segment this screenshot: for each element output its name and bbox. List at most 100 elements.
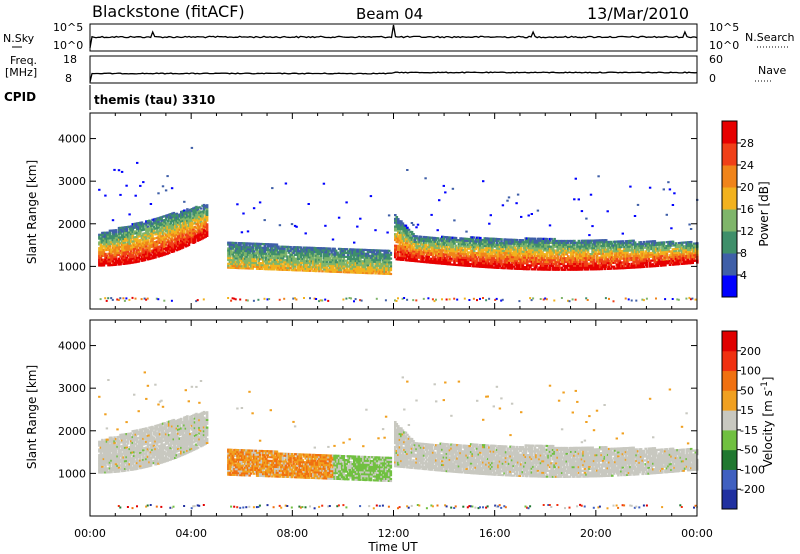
echo-cell xyxy=(146,221,150,225)
echo-cell xyxy=(242,242,245,245)
echo-cell xyxy=(174,240,177,243)
echo-cell xyxy=(105,233,109,236)
echo-cell xyxy=(409,253,412,256)
echo-cell xyxy=(386,253,389,256)
echo-cell xyxy=(459,252,462,255)
echo-cell xyxy=(398,233,402,236)
echo-cell xyxy=(387,249,391,252)
echo-cell xyxy=(169,222,172,225)
echo-cell xyxy=(472,236,476,239)
echo-cell xyxy=(428,253,432,256)
echo-cell xyxy=(158,239,162,242)
echo-cell xyxy=(339,263,342,266)
echo-cell xyxy=(166,225,169,228)
echo-cell xyxy=(166,252,169,255)
echo-cell xyxy=(246,261,250,264)
echo-cell xyxy=(394,248,397,251)
echo-cell xyxy=(372,253,376,256)
echo-cell xyxy=(397,220,400,223)
echo-cell xyxy=(284,255,288,258)
echo-cell xyxy=(143,253,147,256)
echo-cell xyxy=(237,265,241,268)
echo-cell xyxy=(134,232,138,235)
echo-cell xyxy=(255,246,259,249)
echo-cell xyxy=(204,210,207,213)
echo-cell xyxy=(175,218,179,221)
echo-cell xyxy=(453,242,456,245)
echo-cell xyxy=(351,265,355,268)
echo-cell xyxy=(350,261,353,264)
echo-cell xyxy=(98,241,101,244)
echo-cell xyxy=(125,250,128,254)
echo-cell xyxy=(149,232,153,235)
echo-cell xyxy=(136,226,139,229)
echo-cell xyxy=(167,223,171,226)
echo-cell xyxy=(383,261,386,264)
echo-cell xyxy=(99,251,103,254)
echo-cell xyxy=(296,265,300,268)
frequency-left-tick-top: 18 xyxy=(63,53,77,66)
echo-cell xyxy=(148,227,151,230)
echo-cell xyxy=(386,272,389,275)
echo-cell xyxy=(231,245,235,248)
echo-cell xyxy=(102,243,106,246)
echo-cell xyxy=(233,245,236,248)
echo-cell xyxy=(400,256,403,259)
echo-cell xyxy=(350,271,353,274)
echo-cell xyxy=(322,268,326,271)
echo-cell xyxy=(278,268,282,271)
echo-cell xyxy=(277,245,280,248)
echo-cell xyxy=(246,299,249,302)
echo-cell xyxy=(359,264,362,267)
echo-cell xyxy=(180,241,183,244)
echo-cell xyxy=(202,221,206,224)
echo-cell xyxy=(204,212,207,215)
echo-cell xyxy=(157,245,160,248)
echo-cell xyxy=(152,241,156,244)
echo-cell xyxy=(292,263,295,266)
echo-cell xyxy=(307,262,311,265)
echo-cell xyxy=(298,269,301,272)
echo-cell xyxy=(351,271,355,274)
echo-cell xyxy=(242,257,245,260)
echo-cell xyxy=(350,269,353,272)
echo-cell xyxy=(445,253,449,256)
echo-cell xyxy=(262,264,265,267)
echo-cell xyxy=(248,263,251,266)
echo-cell xyxy=(116,298,119,301)
echo-cell xyxy=(431,246,435,249)
echo-cell xyxy=(248,261,251,264)
echo-cell xyxy=(190,223,194,226)
echo-cell xyxy=(327,247,330,250)
echo-cell xyxy=(371,264,374,267)
echo-cell xyxy=(126,245,130,248)
echo-cell xyxy=(177,227,180,230)
echo-cell xyxy=(427,251,430,254)
echo-cell xyxy=(154,244,157,247)
echo-cell xyxy=(149,226,153,230)
noise-right-label: N.Search xyxy=(745,31,795,44)
echo-cell xyxy=(404,239,408,243)
echo-cell xyxy=(468,251,471,254)
echo-cell xyxy=(205,234,209,237)
echo-cell xyxy=(170,241,174,244)
echo-cell xyxy=(105,241,109,244)
echo-cell xyxy=(518,254,521,257)
echo-cell xyxy=(348,252,352,255)
echo-cell xyxy=(260,258,264,261)
echo-cell xyxy=(322,256,326,259)
echo-cell xyxy=(318,268,321,271)
echo-cell xyxy=(140,248,144,251)
echo-cell xyxy=(395,244,399,247)
echo-cell xyxy=(133,238,136,241)
echo-cell xyxy=(131,246,135,249)
echo-cell xyxy=(262,262,265,265)
echo-cell xyxy=(151,239,154,243)
echo-cell xyxy=(260,256,264,259)
echo-cell xyxy=(152,254,156,257)
echo-cell xyxy=(145,251,148,254)
echo-cell xyxy=(492,241,496,244)
echo-cell xyxy=(195,209,198,212)
echo-cell xyxy=(330,262,333,266)
echo-cell xyxy=(316,247,320,250)
